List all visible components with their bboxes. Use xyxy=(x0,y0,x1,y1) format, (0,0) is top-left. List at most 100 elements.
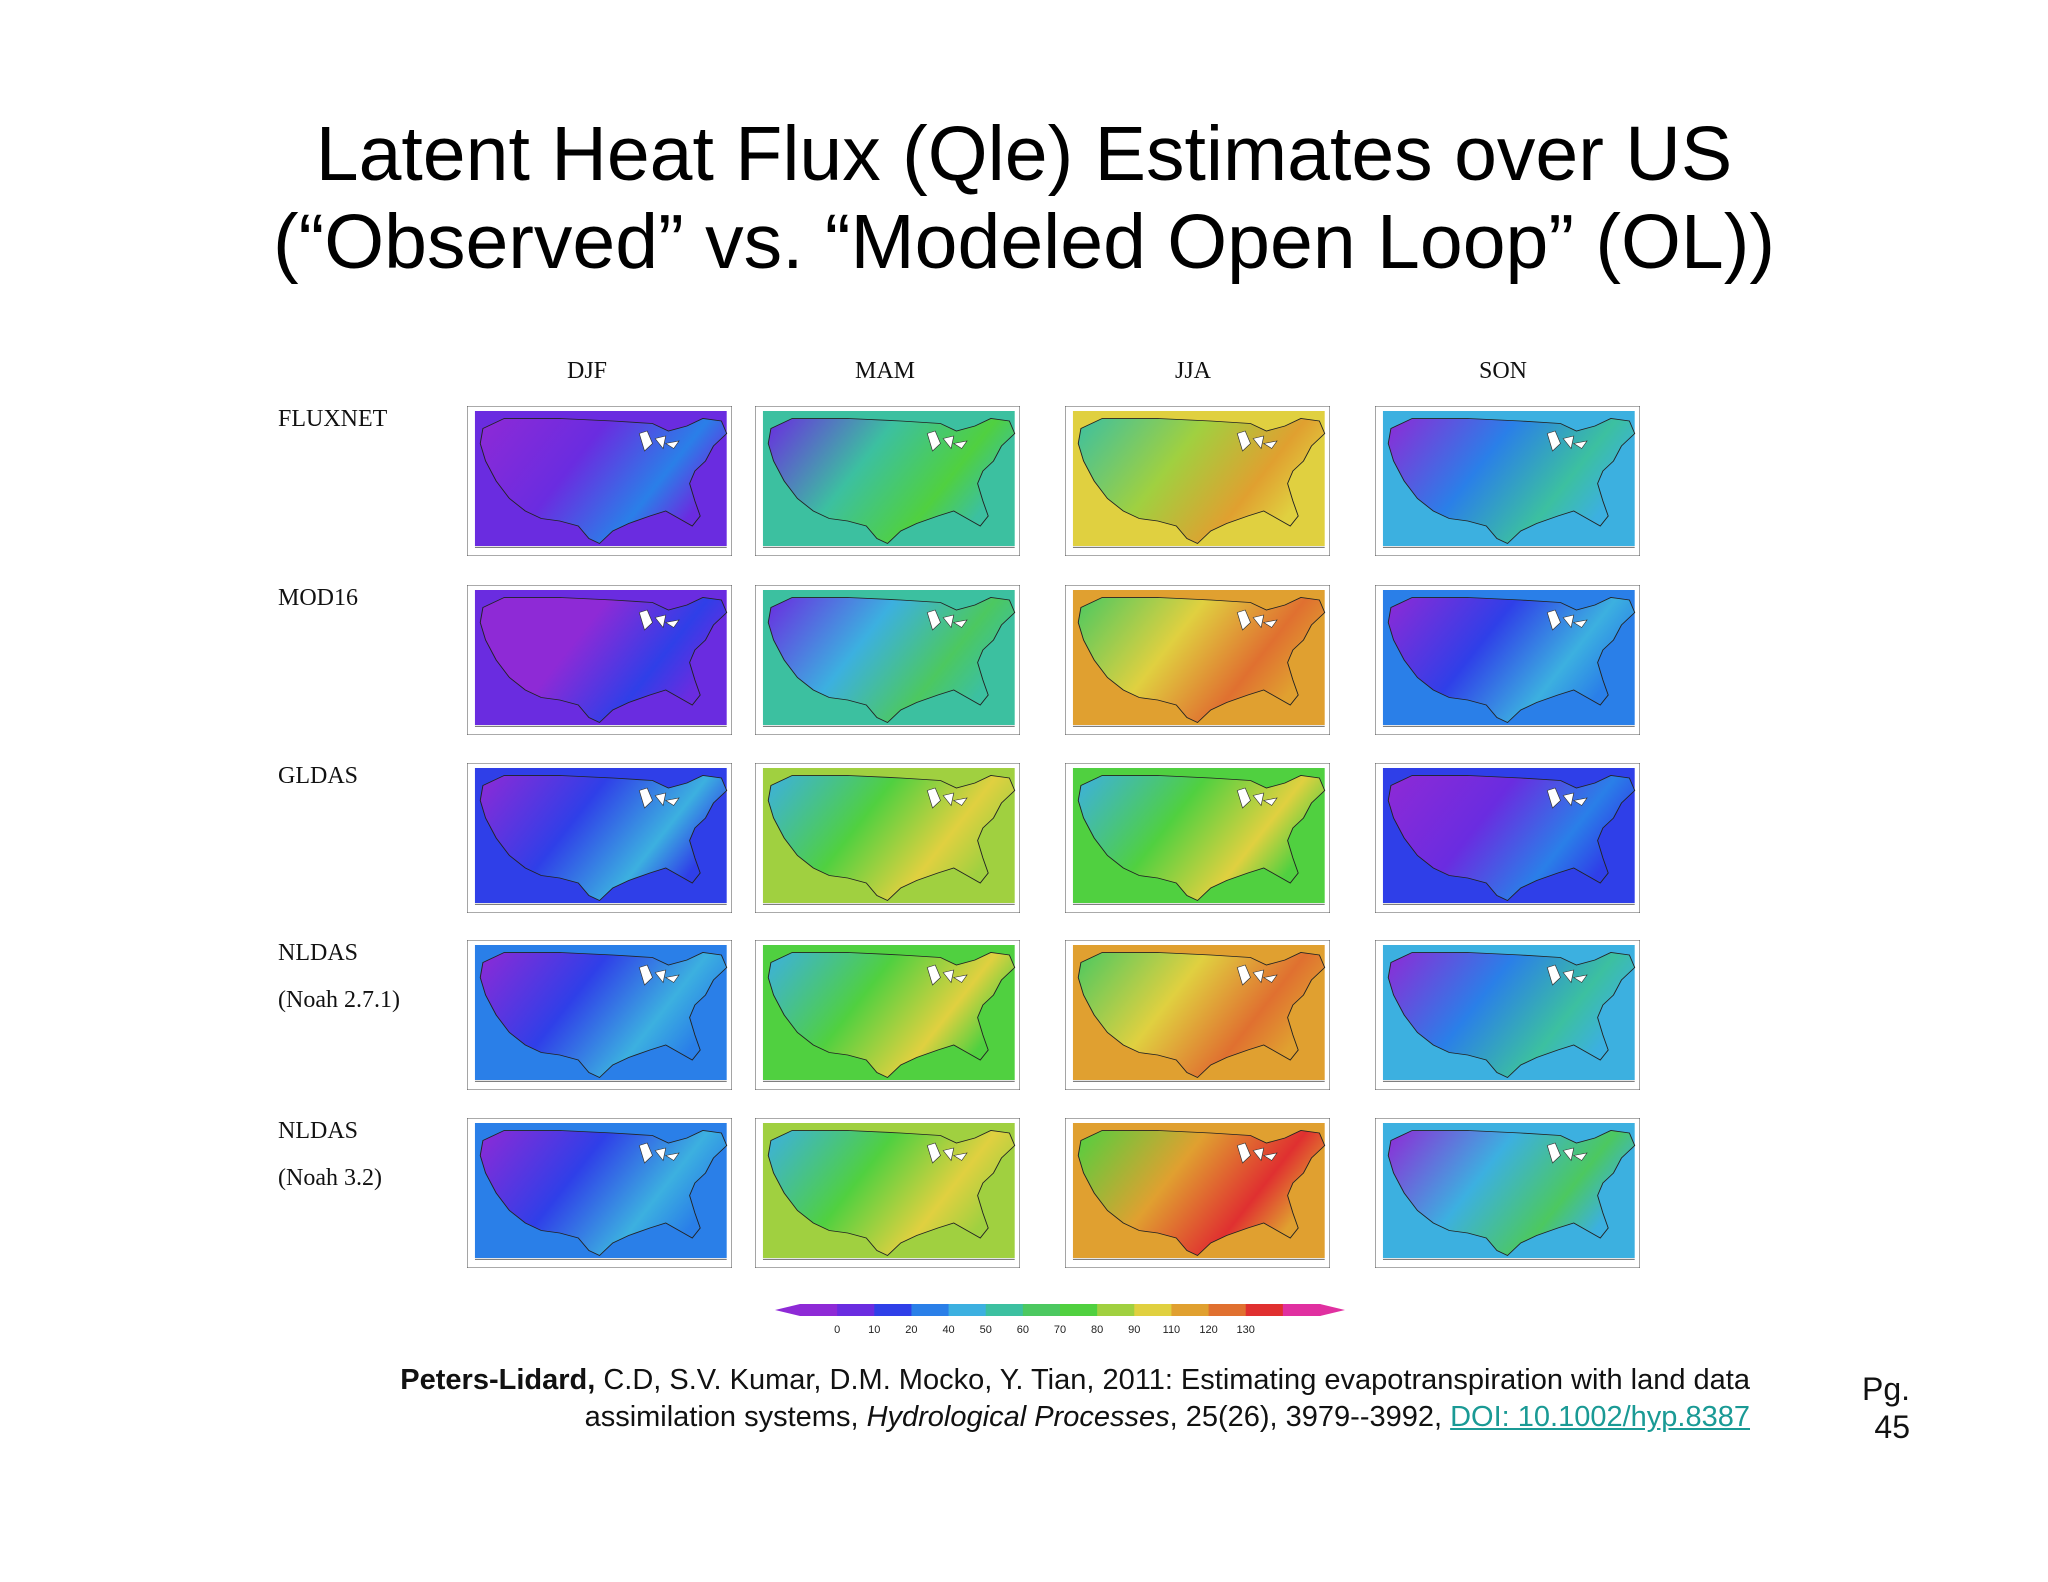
map-gldas-jja xyxy=(1065,763,1330,913)
us-map xyxy=(1375,763,1640,913)
doi-link[interactable]: DOI: 10.1002/hyp.8387 xyxy=(1450,1401,1750,1433)
great-lakes xyxy=(1546,609,1588,631)
great-lakes xyxy=(1236,787,1278,809)
us-map xyxy=(467,940,732,1090)
colorbar-segment xyxy=(1097,1304,1135,1316)
citation-volume: , 25(26), 3979--3992, xyxy=(1169,1401,1451,1433)
us-land-outline xyxy=(767,952,1016,1079)
us-map xyxy=(1375,585,1640,735)
us-map xyxy=(1065,585,1330,735)
page-prefix: Pg. xyxy=(1861,1371,1910,1407)
us-land-outline xyxy=(479,597,728,724)
map-nldas-djf xyxy=(467,940,732,1090)
colorbar-segment xyxy=(874,1304,912,1316)
citation: Peters-Lidard, C.D, S.V. Kumar, D.M. Moc… xyxy=(290,1362,1750,1436)
map-mod16-mam xyxy=(755,585,1020,735)
colorbar-tick-label: 0 xyxy=(834,1324,840,1336)
colorbar-segment xyxy=(1245,1304,1284,1316)
us-land-outline xyxy=(479,952,728,1079)
citation-line-1: Peters-Lidard, C.D, S.V. Kumar, D.M. Moc… xyxy=(290,1362,1750,1399)
great-lakes xyxy=(1546,964,1588,986)
great-lakes xyxy=(1546,1142,1588,1164)
great-lakes xyxy=(1546,430,1588,452)
us-land-outline xyxy=(479,418,728,545)
us-land-outline xyxy=(1387,418,1636,545)
colorbar-tick-label: 50 xyxy=(980,1324,992,1336)
great-lakes xyxy=(1236,430,1278,452)
map-nldas-mam xyxy=(755,1118,1020,1268)
colorbar-tick-label: 10 xyxy=(868,1324,880,1336)
map-nldas-son xyxy=(1375,940,1640,1090)
map-mod16-son xyxy=(1375,585,1640,735)
us-land-outline xyxy=(1077,952,1326,1079)
colorbar-max-arrow xyxy=(1320,1304,1345,1316)
row-sublabel: (Noah 3.2) xyxy=(278,1165,382,1191)
great-lakes xyxy=(1546,787,1588,809)
us-land-outline xyxy=(479,1130,728,1257)
map-mod16-jja xyxy=(1065,585,1330,735)
colorbar-segment xyxy=(1060,1304,1098,1316)
us-map xyxy=(1065,940,1330,1090)
colorbar-segment xyxy=(948,1304,987,1316)
us-land-outline xyxy=(1387,597,1636,724)
colorbar-segment xyxy=(1022,1304,1061,1316)
great-lakes xyxy=(638,787,680,809)
us-map xyxy=(1375,1118,1640,1268)
great-lakes xyxy=(1236,609,1278,631)
map-fluxnet-son xyxy=(1375,406,1640,556)
colorbar-tick-label: 90 xyxy=(1128,1324,1140,1336)
row-label-fluxnet: FLUXNET xyxy=(278,406,388,432)
map-fluxnet-djf xyxy=(467,406,732,556)
us-land-outline xyxy=(767,597,1016,724)
us-map xyxy=(1065,763,1330,913)
us-map xyxy=(1375,406,1640,556)
slide-title: Latent Heat Flux (Qle) Estimates over US… xyxy=(0,110,2048,286)
citation-journal: Hydrological Processes xyxy=(866,1401,1170,1433)
us-land-outline xyxy=(767,775,1016,902)
colorbar-segment xyxy=(1282,1304,1321,1316)
citation-line-2: assimilation systems, Hydrological Proce… xyxy=(290,1399,1750,1436)
us-map xyxy=(755,585,1020,735)
row-label-nldas: NLDAS xyxy=(278,940,359,966)
colorbar-legend: 0 10 20 40 50 60 70 80 90 110 120 130 xyxy=(775,1304,1345,1336)
map-nldas-son xyxy=(1375,1118,1640,1268)
us-land-outline xyxy=(767,1130,1016,1257)
great-lakes xyxy=(638,609,680,631)
us-map xyxy=(467,585,732,735)
citation-authors-rest: C.D, S.V. Kumar, D.M. Mocko, Y. Tian, 20… xyxy=(595,1364,1750,1396)
us-land-outline xyxy=(1077,775,1326,902)
map-gldas-mam xyxy=(755,763,1020,913)
us-map xyxy=(755,763,1020,913)
great-lakes xyxy=(926,1142,968,1164)
us-land-outline xyxy=(479,775,728,902)
citation-text: assimilation systems, xyxy=(584,1401,867,1433)
us-map xyxy=(467,763,732,913)
map-gldas-son xyxy=(1375,763,1640,913)
row-label-nldas: NLDAS xyxy=(278,1118,359,1144)
colorbar-segment xyxy=(837,1304,875,1316)
colorbar-tick-label: 80 xyxy=(1091,1324,1103,1336)
great-lakes xyxy=(926,787,968,809)
us-map xyxy=(1065,1118,1330,1268)
great-lakes xyxy=(1236,1142,1278,1164)
great-lakes xyxy=(1236,964,1278,986)
colorbar-tick-label: 70 xyxy=(1054,1324,1066,1336)
map-nldas-jja xyxy=(1065,1118,1330,1268)
us-map xyxy=(755,940,1020,1090)
colorbar-tick-label: 40 xyxy=(942,1324,954,1336)
colorbar-segment xyxy=(1171,1304,1210,1316)
great-lakes xyxy=(926,609,968,631)
column-header-djf: DJF xyxy=(566,358,608,384)
us-land-outline xyxy=(1387,775,1636,902)
colorbar-tick-label: 20 xyxy=(905,1324,917,1336)
colorbar-segment xyxy=(985,1304,1024,1316)
great-lakes xyxy=(926,964,968,986)
us-land-outline xyxy=(767,418,1016,545)
us-land-outline xyxy=(1387,1130,1636,1257)
colorbar-segment xyxy=(1134,1304,1172,1316)
colorbar-segment xyxy=(800,1304,838,1316)
us-map xyxy=(467,406,732,556)
map-mod16-djf xyxy=(467,585,732,735)
us-map xyxy=(755,1118,1020,1268)
us-land-outline xyxy=(1077,597,1326,724)
